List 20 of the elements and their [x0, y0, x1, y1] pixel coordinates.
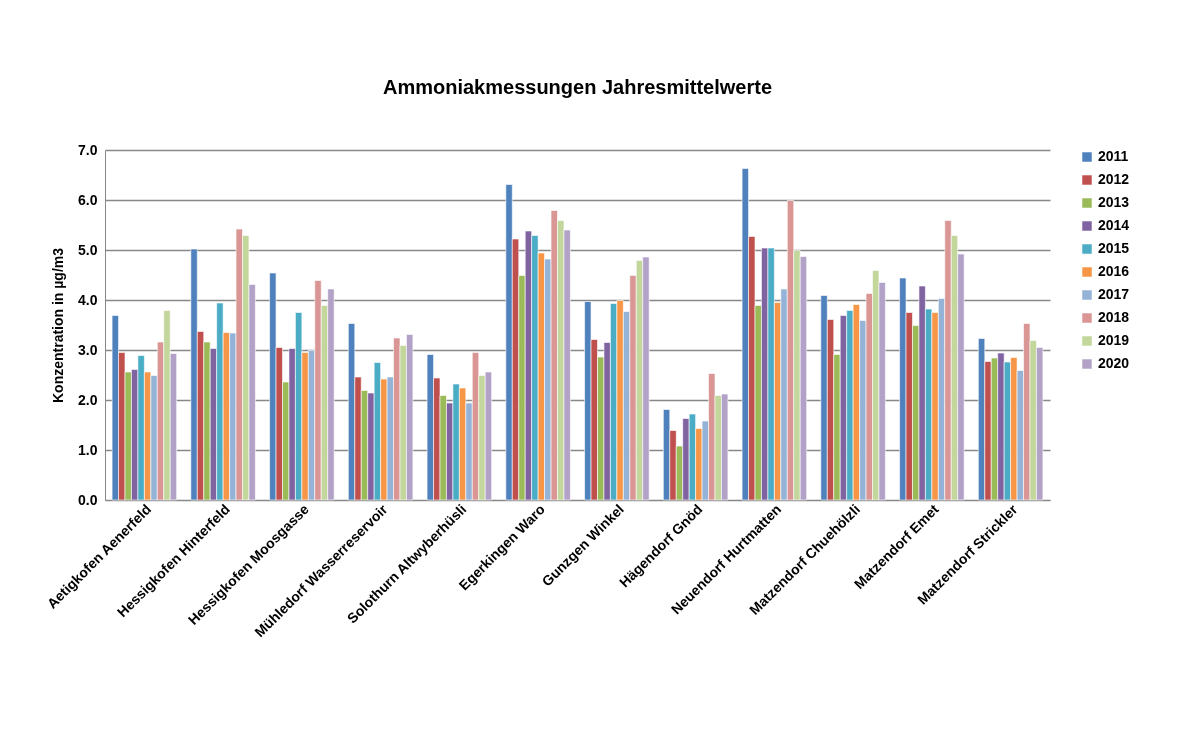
chart-title: Ammoniakmessungen Jahresmittelwerte	[382, 76, 773, 98]
legend-label: 2019	[1098, 332, 1130, 348]
legend-label: 2020	[1098, 355, 1130, 371]
y-tick-label: 2.0	[78, 391, 98, 408]
y-tick-label: 6.0	[78, 191, 98, 208]
legend-label: 2014	[1098, 217, 1130, 233]
legend-label: 2012	[1098, 171, 1130, 187]
y-axis-title: Konzentration in µg/m3	[50, 247, 67, 404]
y-tick-label: 5.0	[78, 241, 98, 258]
legend-label: 2015	[1098, 240, 1130, 256]
y-tick-label: 3.0	[78, 341, 98, 358]
legend-label: 2018	[1098, 309, 1130, 325]
y-tick-label: 1.0	[78, 441, 98, 458]
legend-label: 2011	[1098, 148, 1129, 164]
y-tick-label: 0.0	[78, 491, 98, 508]
legend-label: 2017	[1098, 286, 1130, 302]
legend-label: 2016	[1098, 263, 1130, 279]
y-tick-label: 4.0	[78, 291, 98, 308]
legend-label: 2013	[1098, 194, 1130, 210]
y-tick-label: 7.0	[78, 141, 98, 158]
